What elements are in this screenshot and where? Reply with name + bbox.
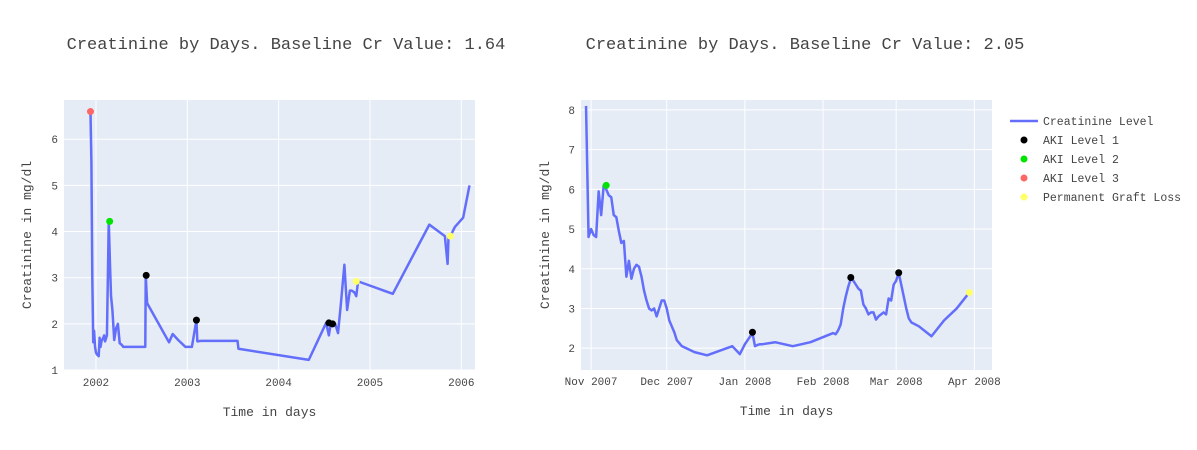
legend-label: AKI Level 3 bbox=[1043, 173, 1119, 186]
marker-aki-level-1[interactable] bbox=[847, 273, 855, 281]
y-tick-label: 1 bbox=[51, 366, 58, 378]
legend[interactable]: Creatinine Level AKI Level 1 AKI Level 2 AK… bbox=[1010, 116, 1181, 205]
x-tick-label: 2002 bbox=[83, 378, 109, 390]
legend-label: Creatinine Level bbox=[1043, 116, 1154, 129]
legend-label: AKI Level 2 bbox=[1043, 154, 1119, 167]
chart-title: Creatinine by Days. Baseline Cr Value: 2… bbox=[586, 36, 1025, 55]
y-axis-label: Creatinine in mg/dl bbox=[20, 161, 35, 309]
y-tick-label: 4 bbox=[568, 265, 575, 277]
legend-marker-swatch bbox=[1020, 174, 1028, 182]
plot-area bbox=[581, 100, 992, 370]
legend-label: AKI Level 1 bbox=[1043, 135, 1119, 148]
y-tick-label: 8 bbox=[568, 106, 575, 118]
legend-marker-swatch bbox=[1020, 193, 1028, 201]
legend-marker-swatch bbox=[1020, 136, 1028, 144]
marker-aki-level-2[interactable] bbox=[106, 217, 114, 225]
x-tick-label: 2003 bbox=[174, 378, 200, 390]
x-tick-label: Nov 2007 bbox=[565, 377, 618, 389]
chart-right: Nov 2007 Dec 2007 Jan 2008 Feb 2008 Mar 2008… bbox=[538, 36, 1024, 419]
y-tick-label: 6 bbox=[51, 135, 58, 147]
legend-marker-swatch bbox=[1020, 155, 1028, 163]
legend-item[interactable]: AKI Level 3 bbox=[1020, 173, 1120, 186]
marker-permanent-graft-loss[interactable] bbox=[352, 277, 360, 285]
y-tick-label: 2 bbox=[51, 320, 58, 332]
chart-title: Creatinine by Days. Baseline Cr Value: 1… bbox=[67, 36, 506, 55]
plot-area bbox=[64, 100, 475, 370]
y-tick-label: 4 bbox=[51, 228, 58, 240]
x-tick-label: Apr 2008 bbox=[948, 377, 1001, 389]
y-tick-label: 3 bbox=[51, 274, 58, 286]
legend-item[interactable]: AKI Level 2 bbox=[1020, 154, 1120, 167]
x-tick-label: 2006 bbox=[448, 378, 474, 390]
x-tick-label: 2005 bbox=[357, 378, 383, 390]
y-tick-label: 5 bbox=[568, 225, 575, 237]
marker-permanent-graft-loss[interactable] bbox=[965, 289, 973, 297]
y-tick-label: 6 bbox=[568, 185, 575, 197]
x-tick-label: Mar 2008 bbox=[870, 377, 923, 389]
y-tick-label: 5 bbox=[51, 181, 58, 193]
x-axis-label: Time in days bbox=[740, 404, 834, 419]
y-tick-label: 2 bbox=[568, 344, 575, 356]
x-tick-label: 2004 bbox=[265, 378, 292, 390]
x-tick-label: Jan 2008 bbox=[718, 377, 771, 389]
creatinine-line[interactable] bbox=[584, 105, 971, 357]
creatinine-line[interactable] bbox=[89, 111, 471, 362]
legend-item[interactable]: Creatinine Level bbox=[1010, 116, 1154, 129]
marker-aki-level-1[interactable] bbox=[895, 269, 903, 277]
y-tick-label: 7 bbox=[568, 146, 575, 158]
y-axis-label: Creatinine in mg/dl bbox=[538, 161, 553, 309]
marker-aki-level-1[interactable] bbox=[142, 271, 150, 279]
y-tick-label: 3 bbox=[568, 304, 575, 316]
marker-permanent-graft-loss[interactable] bbox=[446, 232, 454, 240]
legend-label: Permanent Graft Loss bbox=[1043, 192, 1181, 205]
marker-aki-level-2[interactable] bbox=[602, 181, 610, 189]
marker-aki-level-1[interactable] bbox=[748, 328, 756, 336]
marker-aki-level-1[interactable] bbox=[329, 320, 337, 328]
chart-left: 2002 2003 2004 2005 2006 1 2 3 4 5 6 Creatinine by … bbox=[20, 36, 505, 420]
x-tick-label: Feb 2008 bbox=[797, 377, 850, 389]
legend-item[interactable]: AKI Level 1 bbox=[1020, 135, 1120, 148]
legend-item[interactable]: Permanent Graft Loss bbox=[1020, 192, 1182, 205]
x-axis-label: Time in days bbox=[223, 405, 317, 420]
marker-aki-level-3[interactable] bbox=[86, 108, 94, 116]
x-tick-label: Dec 2007 bbox=[640, 377, 693, 389]
marker-aki-level-1[interactable] bbox=[192, 316, 200, 324]
